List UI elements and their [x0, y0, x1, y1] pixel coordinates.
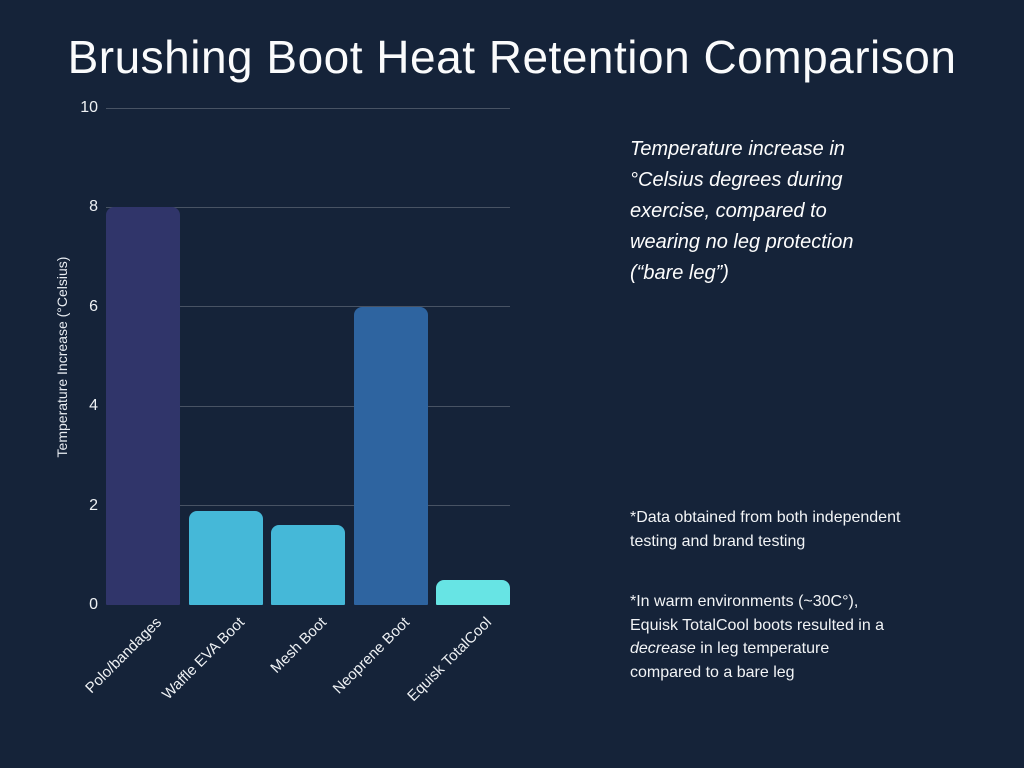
chart-bar: [189, 510, 263, 605]
footnote-text-post: in leg temperature compared to a bare le…: [630, 640, 830, 681]
gridline: [106, 405, 510, 407]
y-tick-label: 4: [89, 397, 98, 415]
gridline: [106, 107, 510, 109]
footnote-text-italic: decrease: [630, 640, 696, 657]
y-tick-label: 8: [89, 198, 98, 216]
gridline: [106, 306, 510, 308]
y-tick-label: 6: [89, 297, 98, 315]
chart-bar: [354, 306, 428, 605]
chart-bar: [436, 580, 510, 605]
y-tick-label: 0: [89, 596, 98, 613]
plot-area: [106, 107, 510, 605]
chart-bar: [271, 525, 345, 605]
footnote-data-source: *Data obtained from both independent tes…: [630, 509, 901, 550]
y-tick-label: 2: [89, 496, 98, 514]
chart-bar: [106, 207, 180, 605]
gridline: [106, 206, 510, 208]
chart-title: Brushing Boot Heat Retention Comparison: [67, 31, 957, 83]
y-tick-label: 10: [80, 99, 98, 116]
y-axis-title: Temperature Increase (°Celsius): [54, 256, 70, 458]
footnote-text-pre: *In warm environments (~30C°), Equisk To…: [630, 593, 885, 634]
chart-description: Temperature increase in °Celsius degrees…: [630, 138, 854, 284]
gridline: [106, 505, 510, 507]
footnote-warm-environments: *In warm environments (~30C°), Equisk To…: [630, 590, 970, 684]
